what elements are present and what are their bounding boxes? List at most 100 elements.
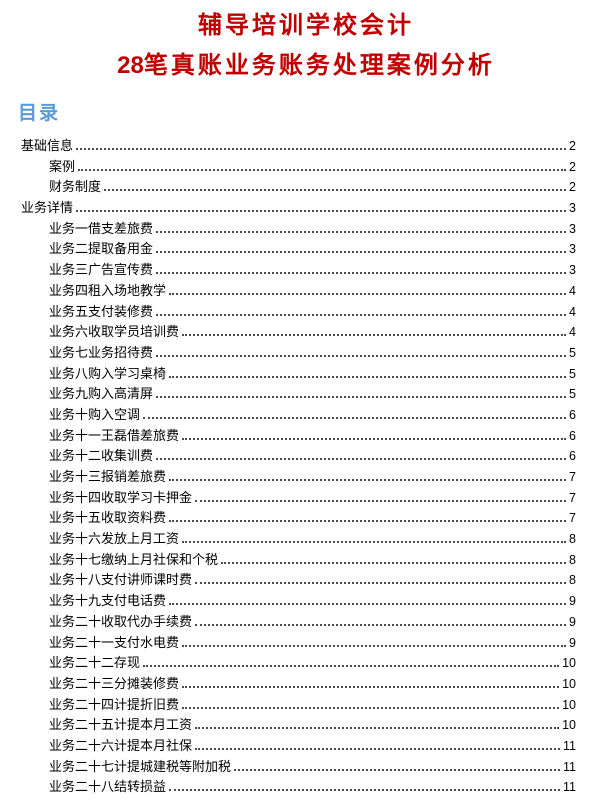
toc-entry[interactable]: 业务二十收取代办手续费 9 (0, 612, 576, 633)
toc-entry-label: 业务二十六计提本月社保 (49, 737, 193, 753)
toc-entry-page: 8 (569, 532, 576, 547)
toc-entry-page: 7 (569, 511, 576, 526)
toc-entry[interactable]: 业务五支付装修费 4 (0, 302, 576, 323)
toc-entry-label: 业务十九支付电话费 (49, 593, 167, 609)
toc-leader-dots (182, 437, 567, 440)
toc-entry-page: 3 (569, 221, 576, 236)
toc-entry-label: 业务二十八结转损益 (49, 779, 167, 795)
toc-entry[interactable]: 业务十三报销差旅费 7 (0, 467, 576, 488)
toc-leader-dots (156, 272, 567, 275)
toc-leader-dots (182, 334, 567, 337)
toc-entry-page: 10 (562, 697, 576, 712)
toc-entry-page: 7 (569, 470, 576, 484)
toc-entry[interactable]: 业务六收取学员培训费 4 (0, 322, 576, 343)
toc-entry[interactable]: 业务八购入学习桌椅 5 (0, 364, 576, 385)
toc-entry-page: 6 (569, 407, 576, 422)
toc-entry-label: 业务二十收取代办手续费 (49, 613, 193, 629)
toc-entry[interactable]: 业务二十八结转损益 11 (0, 777, 576, 798)
toc-leader-dots (76, 210, 567, 213)
toc-leader-dots (195, 499, 567, 502)
toc-entry[interactable]: 业务十七缴纳上月社保和个税 8 (0, 550, 576, 571)
toc-entry[interactable]: 业务九购入高清屏 5 (0, 384, 576, 405)
toc-entry-label: 财务制度 (49, 179, 102, 195)
toc-leader-dots (221, 561, 567, 564)
toc-entry[interactable]: 业务二十二存现 10 (0, 653, 576, 674)
toc-leader-dots (156, 230, 567, 233)
toc-entry[interactable]: 业务十购入空调 6 (0, 405, 576, 426)
toc-entry[interactable]: 业务一借支差旅费 3 (0, 219, 576, 240)
toc-entry-page: 5 (569, 345, 576, 360)
toc-entry[interactable]: 业务十一王磊借差旅费 6 (0, 426, 576, 447)
toc-entry[interactable]: 业务二十一支付水电费 9 (0, 633, 576, 654)
toc-entry-page: 3 (569, 263, 576, 278)
doc-title-line1: 辅导培训学校会计 (198, 13, 414, 39)
toc-entry-label: 业务六收取学员培训费 (49, 324, 180, 340)
toc-entry-page: 6 (569, 428, 576, 443)
toc-entry-page: 9 (569, 614, 576, 629)
toc-leader-dots (182, 685, 560, 688)
toc-leader-dots (195, 623, 567, 626)
toc-leader-dots (182, 541, 567, 544)
doc-title-line2-number: 28 (117, 52, 144, 79)
toc-entry[interactable]: 业务十八支付讲师课时费 8 (0, 570, 576, 591)
toc-entry[interactable]: 业务二十三分摊装修费 10 (0, 674, 576, 695)
toc-entry[interactable]: 业务三广告宣传费 3 (0, 260, 576, 281)
toc-leader-dots (78, 168, 567, 171)
toc-entry[interactable]: 案例 2 (0, 157, 576, 178)
toc-entry[interactable]: 业务二十六计提本月社保 11 (0, 736, 576, 757)
toc-entry[interactable]: 业务十九支付电话费 9 (0, 591, 576, 612)
toc-entry-page: 8 (569, 573, 576, 588)
toc-leader-dots (169, 520, 567, 523)
toc-entry-label: 业务十二收集训费 (49, 448, 154, 464)
toc-entry-page: 11 (563, 759, 576, 774)
toc-leader-dots (169, 375, 567, 378)
toc-entry[interactable]: 业务详情 3 (0, 198, 576, 219)
toc-entry[interactable]: 业务二十七计提城建税等附加税 11 (0, 757, 576, 778)
toc-leader-dots (104, 189, 567, 192)
toc-leader-dots (76, 148, 567, 150)
toc-leader-dots (169, 292, 567, 295)
toc-entry-label: 业务十四收取学习卡押金 (49, 489, 193, 505)
toc-leader-dots (169, 789, 561, 792)
toc-entry-label: 案例 (49, 158, 76, 174)
toc-entry-page: 6 (569, 449, 576, 464)
toc-entry[interactable]: 业务十四收取学习卡押金 7 (0, 488, 576, 509)
toc-leader-dots (143, 665, 560, 668)
toc-entry-label: 业务二十五计提本月工资 (49, 717, 193, 733)
toc-entry[interactable]: 基础信息 2 (0, 136, 576, 157)
doc-title-line2: 28笔真账业务账务处理案例分析 (0, 48, 612, 84)
toc-entry-label: 业务三广告宣传费 (49, 262, 154, 278)
toc-entry-page: 2 (569, 159, 576, 174)
toc-leader-dots (156, 313, 567, 316)
toc-entry[interactable]: 业务十六发放上月工资 8 (0, 529, 576, 550)
toc-entry-page: 8 (569, 552, 576, 567)
toc-leader-dots (169, 603, 567, 606)
toc-entry[interactable]: 业务四租入场地教学 4 (0, 281, 576, 302)
toc-entry-page: 11 (563, 780, 576, 795)
toc-entry[interactable]: 业务七业务招待费 5 (0, 343, 576, 364)
toc-entry-page: 7 (569, 490, 576, 505)
toc-entry[interactable]: 财务制度 2 (0, 177, 576, 198)
toc-entry-page: 10 (562, 676, 576, 691)
toc-entry-page: 5 (569, 366, 576, 381)
toc-entry[interactable]: 业务二提取备用金 3 (0, 239, 576, 260)
toc-entry-page: 11 (563, 738, 576, 753)
toc-entry[interactable]: 业务二十五计提本月工资 10 (0, 715, 576, 736)
toc-entry[interactable]: 业务十五收取资料费 7 (0, 508, 576, 529)
toc-entry[interactable]: 业务十二收集训费 6 (0, 446, 576, 467)
toc-entry-label: 业务二十七计提城建税等附加税 (49, 758, 232, 774)
toc-entry-label: 业务二提取备用金 (49, 241, 154, 257)
doc-title-line2-text: 笔真账业务账务处理案例分析 (143, 53, 495, 79)
toc-entry-label: 业务九购入高清屏 (49, 386, 154, 402)
toc-entry-label: 业务十五收取资料费 (49, 510, 167, 526)
toc-leader-dots (156, 396, 567, 399)
toc-entry[interactable]: 业务二十四计提折旧费 10 (0, 695, 576, 716)
toc-entry-label: 业务二十三分摊装修费 (49, 675, 180, 691)
toc-entry-page: 2 (569, 180, 576, 195)
toc-leader-dots (195, 747, 561, 750)
toc-leader-dots (182, 706, 560, 709)
toc-leader-dots (156, 251, 567, 254)
toc-leader-dots (195, 582, 567, 585)
toc-entry-page: 4 (569, 304, 576, 319)
